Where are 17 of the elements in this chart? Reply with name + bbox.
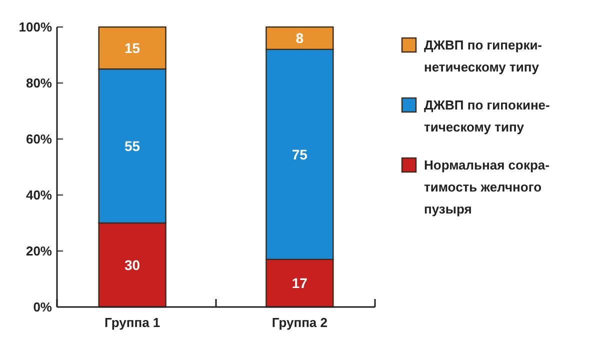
data-label: 55 — [124, 138, 140, 154]
legend-label: ДЖВП по гиперки- нетическому типу — [424, 38, 542, 75]
y-tick-label: 80% — [26, 76, 52, 91]
data-label: 30 — [124, 256, 140, 273]
data-label: 15 — [124, 40, 140, 56]
y-tick-label: 40% — [26, 188, 52, 203]
y-tick-label: 20% — [26, 244, 52, 259]
legend-label: ДЖВП по гипокине- тическому типу — [424, 98, 550, 135]
data-label: 17 — [292, 275, 308, 292]
legend-label: Нормальная сокра- тимость желчного пузыря — [424, 158, 550, 217]
data-label: 75 — [292, 146, 308, 162]
y-tick-label: 60% — [26, 132, 52, 147]
data-label: 8 — [296, 30, 304, 46]
y-tick-label: 100% — [18, 20, 52, 35]
y-tick-label: 0% — [33, 300, 52, 315]
x-tick-label: Группа 2 — [272, 315, 328, 330]
x-tick-label: Группа 1 — [104, 315, 160, 330]
